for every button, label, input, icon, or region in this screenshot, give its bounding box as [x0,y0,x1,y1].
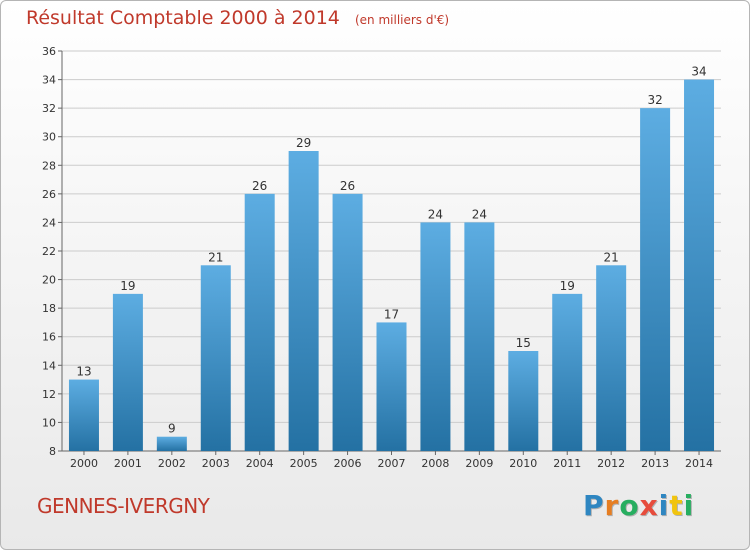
y-tick-label: 34 [42,74,56,87]
y-tick-label: 36 [42,45,56,58]
bar [156,436,187,451]
x-tick-label: 2007 [378,457,406,470]
data-label: 29 [296,136,311,150]
logo-letter: r [604,489,620,522]
y-tick-label: 16 [42,331,56,344]
data-label: 32 [647,93,662,107]
y-tick-label: 18 [42,302,56,315]
proxiti-logo: Proxiti [583,489,694,522]
bar [640,108,671,452]
y-tick-label: 30 [42,131,56,144]
logo-letter: i [658,489,670,522]
x-tick-label: 2014 [685,457,713,470]
y-tick-label: 26 [42,188,56,201]
y-tick-label: 28 [42,159,56,172]
data-label: 21 [208,250,223,264]
data-label: 21 [604,250,619,264]
bar [684,79,715,452]
x-tick-label: 2012 [597,457,625,470]
bar [376,322,407,451]
bar [596,265,627,451]
bar [244,193,275,451]
bar [112,293,143,451]
x-tick-label: 2009 [465,457,493,470]
data-label: 24 [428,207,443,221]
bar [288,151,319,451]
x-tick-label: 2005 [290,457,318,470]
x-tick-label: 2004 [246,457,274,470]
chart-subtitle: (en milliers d'€) [354,13,450,27]
x-tick-label: 2011 [553,457,581,470]
data-label: 17 [384,307,399,321]
data-label: 19 [560,279,575,293]
bar [508,351,539,451]
bar [200,265,231,451]
x-tick-label: 2001 [114,457,142,470]
y-tick-label: 24 [42,216,56,229]
data-label: 26 [340,179,355,193]
bar [68,379,99,451]
x-tick-label: 2006 [334,457,362,470]
data-label: 24 [472,207,487,221]
y-tick-label: 14 [42,359,56,372]
title-row: Résultat Comptable 2000 à 2014 (en milli… [26,7,449,29]
y-tick-label: 20 [42,274,56,287]
x-tick-label: 2003 [202,457,230,470]
data-label: 15 [516,336,531,350]
data-label: 19 [120,279,135,293]
x-tick-label: 2008 [421,457,449,470]
data-label: 9 [168,422,176,436]
commune-name: GENNES-IVERGNY [37,494,210,518]
bars [68,79,715,452]
x-tick-label: 2000 [70,457,98,470]
x-tick-label: 2013 [641,457,669,470]
bar [332,193,363,451]
labels: 13 2000 19 2001 9 2002 21 2003 26 2004 29 2005 26 200… [70,65,713,470]
y-tick-label: 8 [49,445,56,458]
y-tick-label: 12 [42,388,56,401]
x-tick-label: 2010 [509,457,537,470]
bar [420,222,451,451]
logo-letter: x [639,489,659,522]
data-label: 34 [691,65,706,79]
data-label: 26 [252,179,267,193]
y-tick-label: 32 [42,102,56,115]
bar [552,293,583,451]
chart-title: Résultat Comptable 2000 à 2014 [26,7,340,29]
y-tick-label: 10 [42,416,56,429]
y-tick-label: 22 [42,245,56,258]
logo-letter: i [683,489,695,522]
bar [464,222,495,451]
logo-letter: o [619,489,640,522]
x-tick-label: 2002 [158,457,186,470]
logo-letter: t [669,489,684,522]
data-label: 13 [76,365,91,379]
logo-letter: P [583,489,605,522]
